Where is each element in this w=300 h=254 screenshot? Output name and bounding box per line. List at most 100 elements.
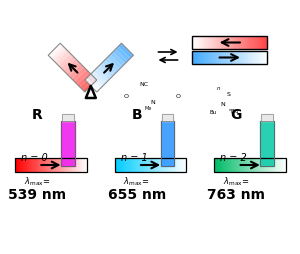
Bar	[55, 158, 56, 172]
Bar	[243, 158, 244, 172]
Bar	[218, 158, 219, 172]
Bar	[236, 52, 238, 65]
Bar	[119, 158, 121, 172]
Polygon shape	[109, 56, 121, 69]
Polygon shape	[61, 57, 74, 69]
Bar	[25, 158, 26, 172]
Bar	[252, 52, 253, 65]
Bar	[143, 158, 145, 172]
Polygon shape	[60, 56, 73, 69]
Polygon shape	[56, 52, 69, 65]
Bar	[236, 37, 238, 50]
Text: N: N	[150, 100, 155, 105]
Polygon shape	[63, 59, 75, 71]
Bar	[238, 158, 239, 172]
Bar	[210, 37, 211, 50]
Bar	[254, 37, 256, 50]
Bar	[126, 158, 128, 172]
Bar	[274, 158, 275, 172]
Bar	[227, 158, 228, 172]
Bar	[37, 158, 38, 172]
Bar	[223, 158, 225, 172]
Bar	[153, 158, 155, 172]
Bar	[49, 158, 51, 172]
Polygon shape	[109, 56, 122, 68]
Bar	[257, 52, 258, 65]
Bar	[58, 158, 59, 172]
Bar	[249, 37, 251, 50]
Text: $\lambda_{\mathrm{max}}$=: $\lambda_{\mathrm{max}}$=	[123, 175, 150, 187]
Bar	[180, 158, 181, 172]
Bar	[137, 158, 139, 172]
Bar	[201, 37, 202, 50]
Bar	[256, 158, 258, 172]
Bar	[228, 52, 229, 65]
Polygon shape	[96, 69, 108, 82]
Bar	[271, 158, 272, 172]
Polygon shape	[87, 78, 99, 91]
Bar	[235, 158, 236, 172]
Bar	[244, 37, 245, 50]
Bar	[81, 158, 82, 172]
Bar	[122, 158, 123, 172]
Polygon shape	[78, 74, 91, 87]
Bar	[250, 52, 252, 65]
Bar	[250, 158, 252, 172]
Bar	[125, 158, 127, 172]
Bar	[225, 37, 226, 50]
Bar	[232, 52, 233, 65]
Polygon shape	[65, 61, 78, 74]
Bar	[56, 158, 57, 172]
Bar	[243, 37, 244, 50]
Text: R: R	[32, 108, 42, 121]
Bar	[135, 158, 137, 172]
Polygon shape	[89, 76, 102, 88]
Bar	[197, 52, 199, 65]
Polygon shape	[97, 68, 110, 81]
Bar	[218, 37, 219, 50]
Bar	[204, 52, 205, 65]
Polygon shape	[57, 53, 70, 66]
Polygon shape	[62, 58, 75, 71]
Bar	[116, 158, 117, 172]
Bar	[194, 37, 195, 50]
Bar	[156, 158, 158, 172]
Bar	[248, 52, 249, 65]
Bar	[229, 158, 230, 172]
Text: G: G	[231, 108, 242, 121]
Bar	[59, 158, 60, 172]
Polygon shape	[114, 51, 127, 63]
Polygon shape	[84, 80, 96, 92]
Bar	[236, 158, 237, 172]
Bar	[214, 158, 216, 172]
Text: Bu: Bu	[210, 109, 217, 114]
Text: O: O	[123, 94, 128, 99]
Polygon shape	[70, 66, 82, 78]
Polygon shape	[51, 47, 64, 60]
Bar	[124, 158, 126, 172]
Bar	[177, 158, 178, 172]
Text: n = 0: n = 0	[21, 152, 48, 162]
Bar	[147, 158, 148, 172]
Polygon shape	[56, 51, 68, 64]
Polygon shape	[58, 54, 70, 66]
Polygon shape	[57, 53, 69, 65]
Bar	[270, 158, 271, 172]
Bar	[43, 158, 44, 172]
Bar	[246, 37, 247, 50]
Bar	[237, 37, 239, 50]
Bar	[259, 37, 260, 50]
Bar	[194, 52, 196, 65]
Bar	[184, 158, 186, 172]
Bar	[134, 158, 136, 172]
Bar	[234, 158, 236, 172]
Bar	[261, 115, 273, 121]
Polygon shape	[91, 74, 103, 87]
Bar	[207, 37, 209, 50]
Polygon shape	[118, 47, 130, 60]
Bar	[82, 158, 83, 172]
Bar	[248, 158, 249, 172]
Text: O: O	[176, 94, 181, 99]
Bar	[236, 37, 237, 50]
Polygon shape	[94, 70, 107, 83]
